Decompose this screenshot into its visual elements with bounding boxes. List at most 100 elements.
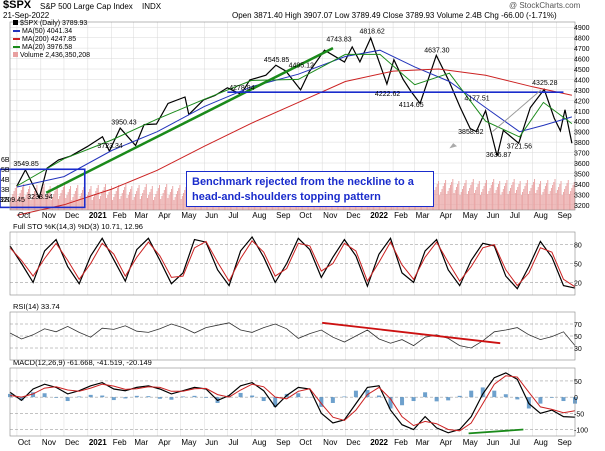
uptrend-line	[45, 46, 334, 194]
volume-bar	[490, 185, 492, 210]
volume-bar	[437, 181, 439, 210]
x-tick-label: Apr	[440, 211, 453, 220]
volume-bar	[529, 191, 531, 210]
volume-bar	[486, 180, 487, 210]
macd-histogram-bar	[411, 397, 416, 402]
price-annotation: 3209.45	[0, 197, 25, 204]
volume-bar	[496, 187, 498, 210]
macd-histogram-bar	[42, 393, 47, 398]
panel-frame-rsi	[9, 311, 576, 361]
volume-bar	[113, 197, 115, 210]
annotation-line-1: Benchmark rejected from the neckline to …	[192, 176, 414, 188]
x-tick-label: Mar	[416, 211, 430, 220]
x-tick-label: Dec	[346, 211, 360, 220]
volume-bar	[149, 192, 151, 210]
volume-bar	[19, 193, 21, 210]
volume-bar	[488, 191, 490, 210]
volume-bar	[478, 181, 480, 210]
volume-bar	[88, 192, 90, 210]
macd-histogram-bar	[157, 397, 162, 399]
volume-bar	[121, 193, 123, 210]
volume-bar	[547, 180, 549, 210]
volume-axis-label: 3B	[1, 187, 10, 194]
y-tick-label-macd: -100	[574, 428, 588, 435]
volume-bar	[448, 188, 450, 210]
x-tick-label: Apr	[158, 438, 171, 447]
price-annotation: 3723.34	[97, 143, 122, 150]
volume-bar	[50, 200, 52, 210]
macd-histogram-bar	[515, 397, 520, 400]
volume-bar	[561, 195, 563, 210]
volume-bar	[73, 194, 75, 210]
volume-bar	[464, 183, 466, 210]
y-tick-label-rsi: 70	[574, 322, 582, 329]
volume-bar	[468, 191, 469, 210]
volume-bar	[139, 199, 141, 210]
volume-bar	[564, 189, 566, 210]
volume-axis-label: 6B	[1, 157, 10, 164]
volume-bar	[511, 185, 513, 210]
macd-histogram-bar	[376, 395, 381, 398]
volume-bar	[127, 195, 129, 210]
volume-bar	[132, 200, 134, 210]
volume-bar	[166, 184, 168, 210]
volume-bar	[110, 186, 112, 210]
callout-pointer	[449, 143, 458, 149]
volume-bar	[568, 194, 570, 210]
macd-histogram-bar	[400, 397, 405, 406]
volume-bar	[59, 196, 61, 210]
volume-bar	[559, 184, 561, 210]
volume-bar	[555, 193, 557, 210]
volume-bar	[495, 190, 497, 210]
volume-bar	[37, 199, 39, 210]
volume-bar	[171, 189, 172, 210]
volume-bar	[493, 179, 495, 210]
macd-histogram-bar	[77, 396, 82, 398]
macd-histogram-bar	[342, 396, 347, 398]
volume-bar	[454, 190, 456, 210]
y-tick-label: 4200	[574, 98, 590, 105]
volume-bar	[94, 194, 96, 210]
legend-price: $SPX (Daily) 3789.93	[13, 20, 90, 28]
volume-bar	[126, 198, 128, 210]
volume-bar	[80, 193, 82, 210]
volume-bar	[183, 193, 185, 210]
x-tick-label: Sep	[558, 211, 573, 220]
volume-bar	[179, 185, 181, 210]
volume-bar	[178, 188, 180, 210]
volume-bar	[107, 195, 109, 210]
legend-ma50: MA(50) 4041.34	[13, 28, 90, 36]
volume-bar	[144, 187, 146, 210]
y-tick-label-rsi: 50	[574, 334, 582, 341]
legend-ma20: MA(20) 3976.58	[13, 44, 90, 52]
ohlc-readout: Open 3871.40 High 3907.07 Low 3789.49 Cl…	[232, 11, 557, 20]
volume-bar	[133, 197, 135, 210]
x-tick-label: Sep	[276, 438, 291, 447]
volume-bar	[68, 189, 70, 210]
macd-histogram-bar	[180, 396, 185, 398]
volume-bar	[14, 188, 16, 210]
annotation-line-2: head-and-shoulders topping pattern	[192, 191, 381, 203]
volume-bar	[492, 182, 493, 210]
volume-bar	[136, 191, 138, 210]
volume-bar	[552, 185, 554, 210]
y-tick-label-sto: 20	[574, 280, 582, 287]
price-annotation: 4325.28	[532, 80, 557, 87]
y-tick-label: 3900	[574, 130, 590, 137]
x-tick-label: Feb	[113, 438, 127, 447]
chart-date: 21-Sep-2022	[3, 11, 50, 20]
macd-histogram-bar	[238, 392, 243, 398]
volume-bar	[106, 198, 108, 210]
volume-bar	[41, 190, 43, 210]
volume-bar	[528, 194, 530, 210]
volume-bar	[441, 189, 443, 210]
volume-bar	[20, 190, 22, 210]
price-annotation: 4222.62	[375, 91, 400, 98]
macd-histogram-bar	[434, 397, 439, 402]
macd-histogram-bar	[296, 393, 301, 398]
macd-histogram-bar	[250, 395, 255, 398]
price-annotation: 4495.12	[289, 63, 314, 70]
x-tick-label: Jun	[205, 438, 218, 447]
macd-histogram-bar	[19, 397, 24, 401]
panel-frame-macd	[9, 367, 576, 437]
